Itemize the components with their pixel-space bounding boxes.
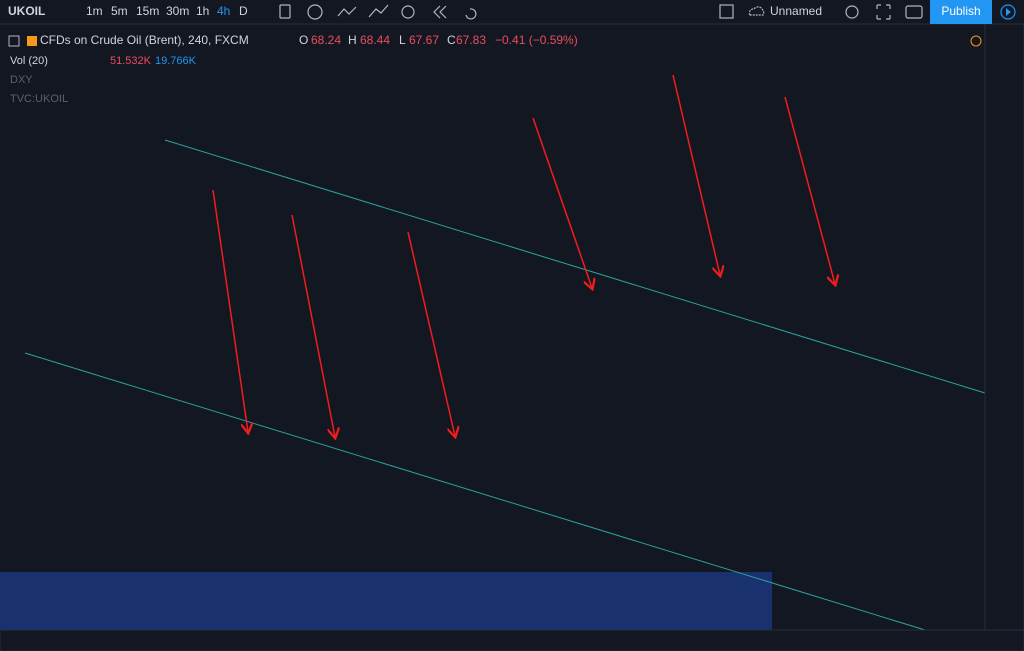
play-triangle xyxy=(1006,8,1011,16)
symbol-logo xyxy=(27,36,37,46)
legend-title: CFDs on Crude Oil (Brent), 240, FXCM xyxy=(40,33,249,47)
interval[interactable]: 1m xyxy=(86,4,103,18)
collapse-box[interactable] xyxy=(8,35,20,47)
ohlc-label: H xyxy=(348,33,357,47)
settings-icon[interactable] xyxy=(845,5,859,19)
layout-name[interactable]: Unnamed xyxy=(770,4,822,18)
ohlc-label: C xyxy=(447,33,456,47)
maximize-icon[interactable] xyxy=(876,4,891,20)
symbol[interactable]: UKOIL xyxy=(8,4,45,18)
trend-line xyxy=(24,352,926,631)
ohlc-value: 67.67 xyxy=(409,33,439,47)
play-icon[interactable] xyxy=(1000,4,1016,20)
publish-button[interactable] xyxy=(930,0,992,24)
interval-active[interactable]: 4h xyxy=(217,4,230,18)
replay-icon[interactable] xyxy=(433,5,447,19)
ohlc-value: 68.24 xyxy=(311,33,341,47)
arrow xyxy=(532,117,592,288)
undo-icon[interactable] xyxy=(465,8,477,20)
warning-icon[interactable] xyxy=(970,35,982,47)
interval[interactable]: 5m xyxy=(111,4,128,18)
snapshot-icon[interactable] xyxy=(905,5,923,19)
alert-icon[interactable] xyxy=(401,5,415,19)
arrow xyxy=(212,189,248,432)
compare-icon[interactable] xyxy=(337,6,357,17)
volume-ma-value: 19.766K xyxy=(155,55,197,67)
ohlc-label: L xyxy=(399,33,406,47)
change: −0.41 (−0.59%) xyxy=(495,33,578,47)
ohlc-value: 67.83 xyxy=(456,33,486,47)
volume-value: 51.532K xyxy=(110,55,152,67)
chart-type-icon[interactable] xyxy=(279,4,291,19)
volume-name: Vol (20) xyxy=(10,55,48,67)
interval[interactable]: 1h xyxy=(196,4,209,18)
templates-icon[interactable] xyxy=(368,4,389,18)
toolbar-icons xyxy=(279,4,923,20)
trend-lines xyxy=(24,139,986,631)
arrow xyxy=(672,74,720,275)
interval[interactable]: D xyxy=(239,4,248,18)
overlay-name: TVC:UKOIL xyxy=(10,93,68,105)
overlay-name: DXY xyxy=(10,74,33,86)
ohlc-label: O xyxy=(299,33,308,47)
trend-line xyxy=(164,139,986,394)
volume-ma-area xyxy=(0,572,772,630)
arrow xyxy=(291,214,335,437)
indicators-icon[interactable] xyxy=(307,4,323,20)
interval[interactable]: 30m xyxy=(166,4,189,18)
interval[interactable]: 15m xyxy=(136,4,159,18)
time-axis xyxy=(0,629,1024,651)
ohlc-value: 68.44 xyxy=(360,33,390,47)
publish-label[interactable]: Publish xyxy=(941,4,980,18)
price-axis xyxy=(984,23,1024,631)
toolbar xyxy=(0,0,1024,24)
arrow xyxy=(407,231,455,436)
arrows xyxy=(212,74,835,437)
cloud-icon xyxy=(748,6,765,16)
fullscreen-box-icon[interactable] xyxy=(719,4,734,19)
arrow xyxy=(784,96,835,284)
